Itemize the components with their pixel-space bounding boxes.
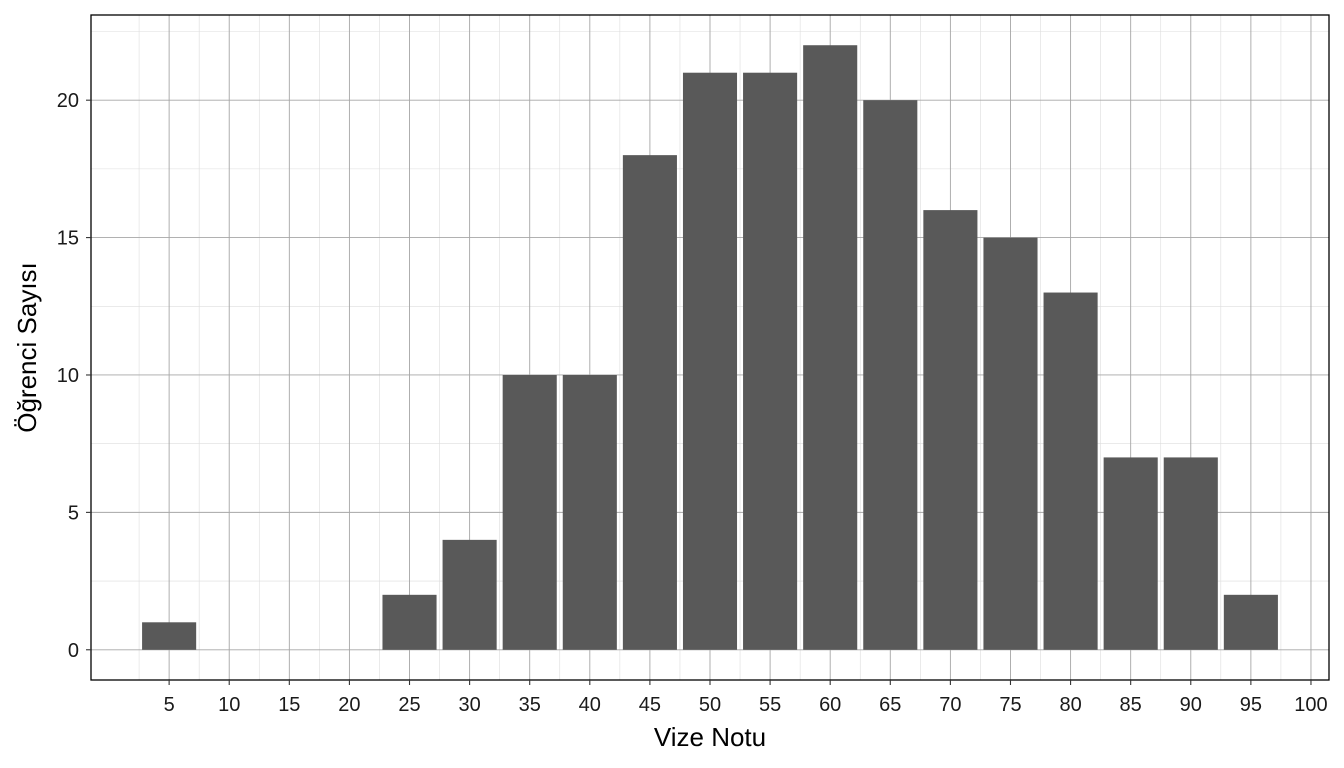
x-tick-label: 25 [398, 694, 420, 716]
x-tick-label: 20 [338, 694, 360, 716]
bar [682, 72, 738, 650]
x-tick-label: 40 [579, 694, 601, 716]
y-tick-label: 5 [68, 502, 79, 524]
y-tick-label: 0 [68, 640, 79, 662]
x-tick-label: 65 [879, 694, 901, 716]
y-tick-label: 20 [57, 90, 79, 112]
bar [622, 155, 677, 650]
x-tick-label: 30 [458, 694, 480, 716]
bar [1043, 292, 1098, 650]
x-axis-ticks: 5 10 15 20 25 30 35 40 45 50 55 60 65 70 75 80 85 90 95 100 [164, 680, 1328, 716]
y-tick-label: 15 [57, 228, 79, 250]
bar [1223, 594, 1278, 650]
x-tick-label: 60 [819, 694, 841, 716]
x-tick-label: 90 [1180, 694, 1202, 716]
y-axis-title: Öğrenci Sayısı [12, 262, 42, 433]
bar [382, 594, 437, 650]
y-axis-ticks: 0 5 10 15 20 [57, 90, 91, 662]
y-tick-label: 10 [57, 365, 79, 387]
bar [863, 100, 918, 650]
bar [983, 237, 1038, 650]
x-axis-title: Vize Notu [654, 722, 766, 752]
x-tick-label: 45 [639, 694, 661, 716]
bar [142, 622, 197, 650]
x-tick-label: 5 [164, 694, 175, 716]
x-tick-label: 50 [699, 694, 721, 716]
x-tick-label: 70 [939, 694, 961, 716]
x-tick-label: 85 [1120, 694, 1142, 716]
x-tick-label: 15 [278, 694, 300, 716]
x-tick-label: 55 [759, 694, 781, 716]
bar [743, 72, 798, 650]
bar [1103, 457, 1158, 650]
x-tick-label: 95 [1240, 694, 1262, 716]
x-tick-label: 35 [519, 694, 541, 716]
bar [442, 539, 497, 650]
bar [502, 374, 557, 650]
bar [803, 45, 858, 650]
bars [142, 45, 1278, 650]
bar [562, 374, 617, 650]
x-tick-label: 80 [1059, 694, 1081, 716]
x-tick-label: 75 [999, 694, 1021, 716]
x-tick-label: 100 [1294, 694, 1327, 716]
bar [1163, 457, 1218, 650]
bar [923, 210, 978, 650]
x-tick-label: 10 [218, 694, 240, 716]
